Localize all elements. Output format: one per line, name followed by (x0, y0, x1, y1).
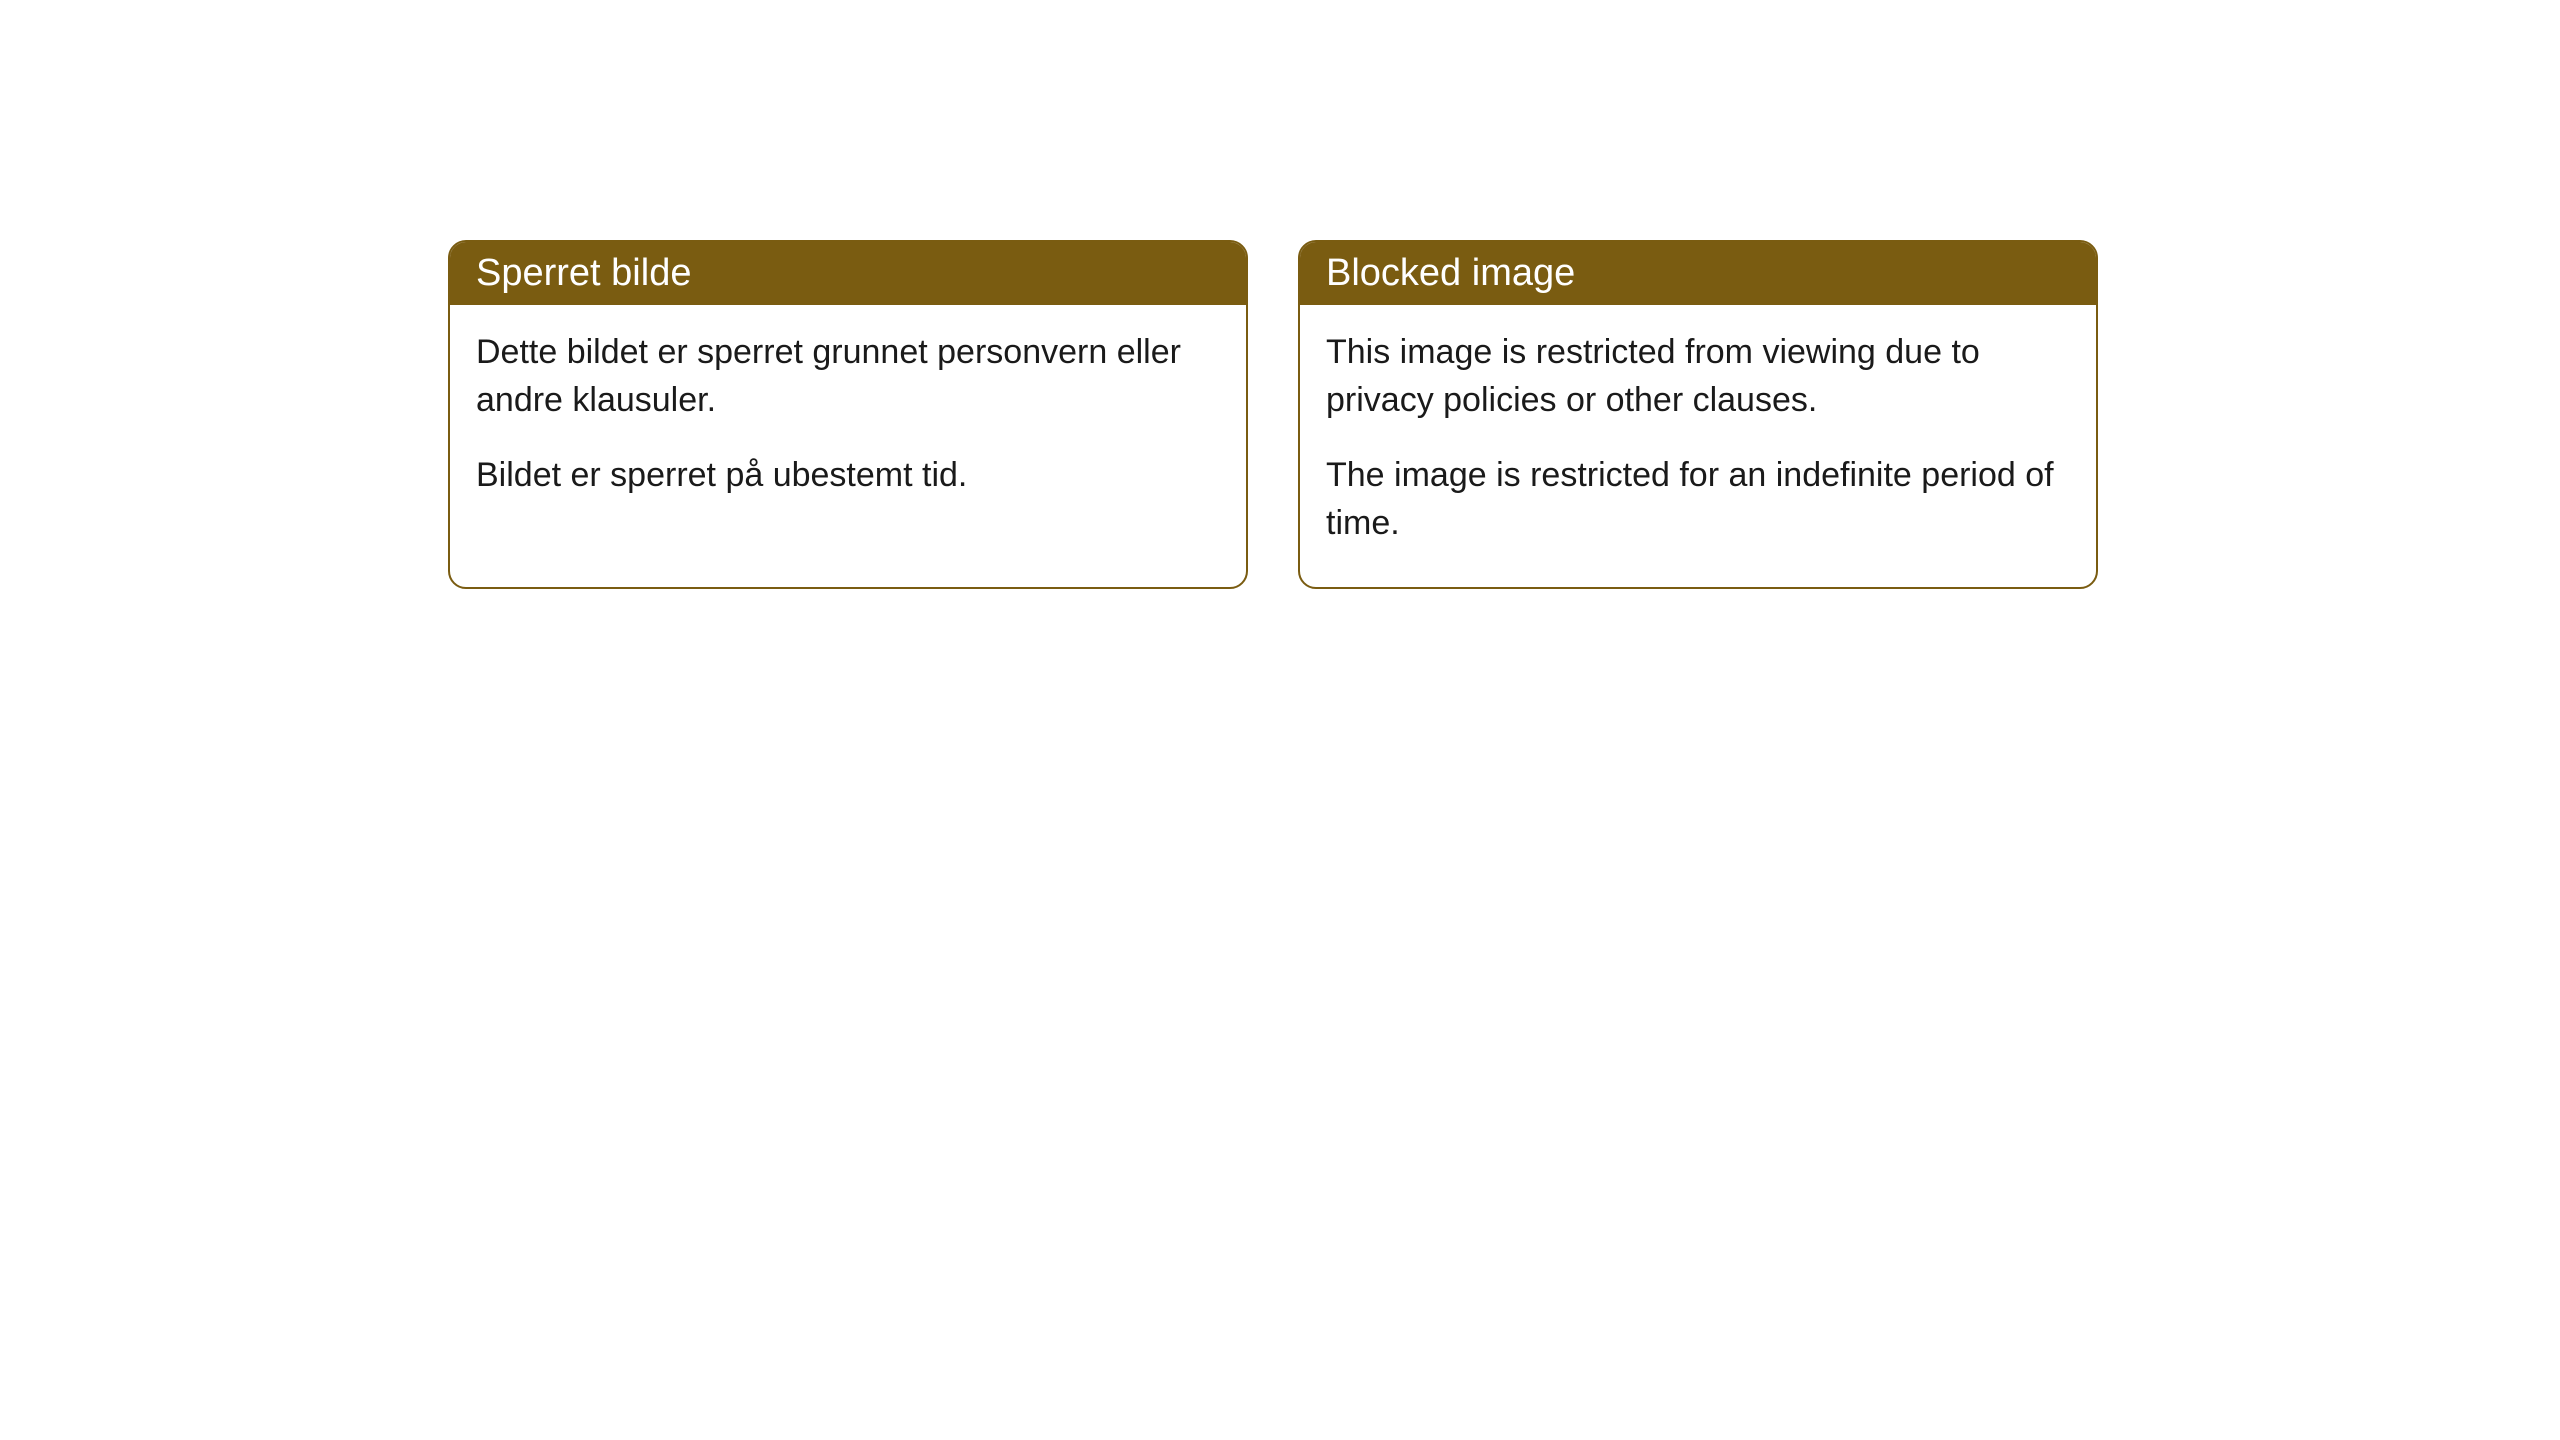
card-body-no: Dette bildet er sperret grunnet personve… (450, 305, 1246, 540)
card-para1-no: Dette bildet er sperret grunnet personve… (476, 329, 1220, 424)
cards-container: Sperret bilde Dette bildet er sperret gr… (448, 240, 2098, 589)
card-title-no: Sperret bilde (476, 252, 691, 294)
card-header-no: Sperret bilde (450, 242, 1246, 305)
card-body-en: This image is restricted from viewing du… (1300, 305, 2096, 587)
card-title-en: Blocked image (1326, 252, 1575, 294)
card-para2-no: Bildet er sperret på ubestemt tid. (476, 452, 1220, 500)
blocked-image-card-no: Sperret bilde Dette bildet er sperret gr… (448, 240, 1248, 589)
card-para2-en: The image is restricted for an indefinit… (1326, 452, 2070, 547)
blocked-image-card-en: Blocked image This image is restricted f… (1298, 240, 2098, 589)
card-para1-en: This image is restricted from viewing du… (1326, 329, 2070, 424)
card-header-en: Blocked image (1300, 242, 2096, 305)
